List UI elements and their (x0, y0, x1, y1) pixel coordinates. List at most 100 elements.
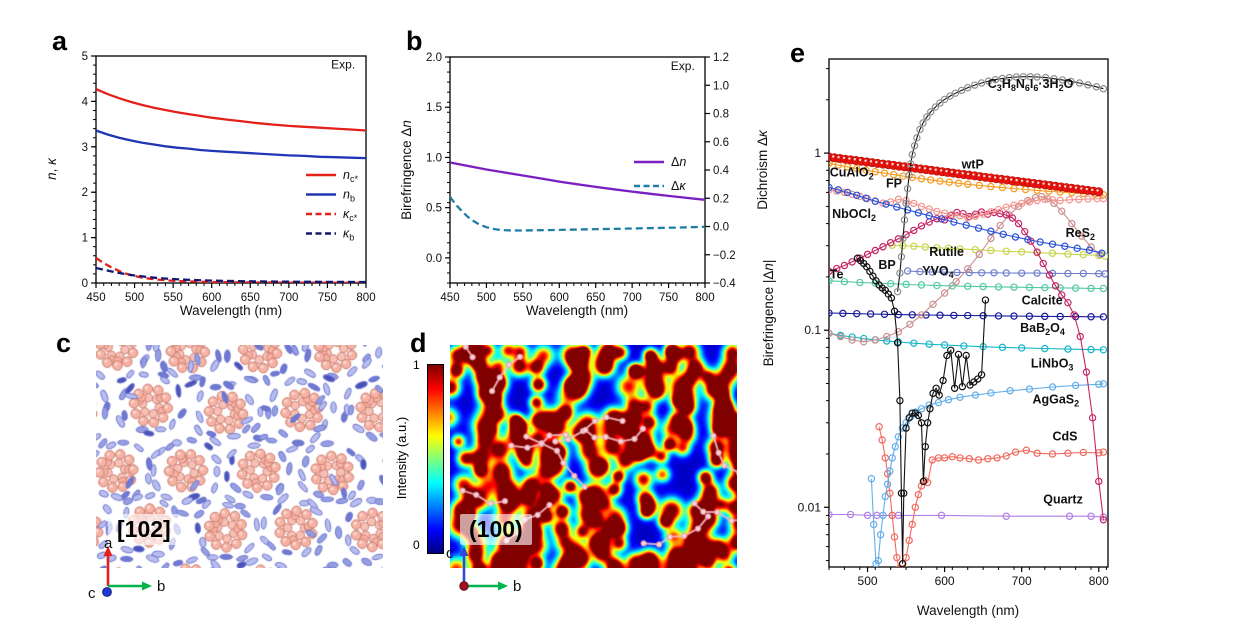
right-tick-label: 1.0 (713, 80, 729, 92)
b-axis-label: b (513, 578, 521, 595)
axis-triad-c: a b c (88, 535, 165, 602)
colorbar-max-label: 1 (413, 358, 420, 372)
x-tick-label: 800 (695, 292, 714, 304)
annotation: Exp. (331, 58, 355, 72)
legend-label: κb (343, 227, 354, 243)
panel-letter-b: b (406, 26, 423, 56)
x-tick-label: 650 (586, 292, 605, 304)
series-k_c* (96, 257, 366, 283)
y-axis-label: n, κ (44, 157, 59, 180)
x-tick-label: 750 (318, 292, 337, 304)
c-axis-label: c (446, 545, 454, 562)
series-label: wtP (961, 157, 984, 171)
series-label: LiNbO3 (1031, 357, 1074, 373)
series-k_b (96, 266, 366, 283)
series-label: FP (886, 177, 902, 191)
colorbar-axis-label: Intensity (a.u.) (394, 416, 409, 500)
y-tick-label: 1.5 (426, 102, 442, 114)
y-axis-label: Birefringence |Δn| (761, 260, 776, 367)
y-tick-label: 1 (814, 146, 821, 160)
series-NbOCl2 (829, 183, 1106, 257)
y-tick-label: 1.0 (426, 152, 442, 164)
c-axis-label: c (88, 585, 96, 602)
series-label: Quartz (1043, 493, 1083, 507)
y-tick-label: 0.1 (804, 323, 821, 337)
intensity-plane-tag: (100) (460, 514, 532, 545)
y-tick-label: 0.5 (426, 203, 442, 215)
series-label: CdS (1053, 430, 1078, 444)
series-Quartz (829, 510, 1108, 521)
axis-triad-d: c b (446, 545, 521, 595)
x-axis-label: Wavelength (nm) (526, 303, 628, 318)
series-wtP (829, 152, 1104, 197)
colorbar-min-label: 0 (413, 538, 420, 552)
legend-label: Δκ (671, 179, 686, 193)
c-axis-dot (102, 587, 112, 597)
x-tick-label: 700 (1012, 574, 1032, 588)
series-n_b (96, 129, 366, 160)
series-n_c* (96, 88, 366, 132)
x-tick-label: 600 (550, 292, 569, 304)
y-tick-label: 3 (82, 142, 88, 154)
right-tick-label: 0.0 (713, 222, 729, 234)
y-tick-label: 4 (82, 96, 89, 108)
right-tick-label: −0.2 (713, 250, 736, 262)
b-axis-label: b (157, 578, 165, 595)
y-tick-label: 0.01 (798, 500, 822, 514)
y-tick-label: 2 (82, 187, 88, 199)
series-label: BaB2O4 (1020, 321, 1065, 337)
series-CdS (875, 423, 1108, 567)
panel-letter-c: c (56, 328, 72, 358)
right-tick-label: 0.2 (713, 193, 729, 205)
series-label: NbOCl2 (832, 207, 876, 223)
series-YVO4 (903, 267, 1108, 278)
axes: 500 600 700 800 1 0.1 0.01 (798, 58, 1109, 588)
series-ReS2 (829, 192, 1104, 346)
x-tick-label: 600 (202, 292, 221, 304)
birefringence-dichroism-chart: 450 500 550 600 650 700 750 800 0.0 0.5 1.0 1.5 2.0 −… (399, 52, 770, 318)
panel-letter-e: e (790, 38, 806, 68)
axes: 450 500 550 600 650 700 750 800 0 1 2 3 4 5 (82, 51, 376, 304)
y-tick-label: 2.0 (426, 52, 442, 64)
x-tick-label: 550 (164, 292, 183, 304)
right-tick-label: 0.8 (713, 109, 729, 121)
series-AgGaS2 (867, 380, 1108, 567)
right-tick-label: 0.4 (713, 165, 730, 177)
legend-label: Δn (671, 155, 686, 169)
panel-letter-a: a (52, 26, 68, 56)
x-tick-label: 650 (241, 292, 260, 304)
intensity-colorbar (427, 364, 444, 554)
series-label: Calcite (1022, 293, 1063, 307)
series-label: Rutile (929, 245, 964, 259)
series-label: Te (830, 267, 844, 281)
a-axis-label: a (104, 535, 113, 552)
axes: 450 500 550 600 650 700 750 800 0.0 0.5 1.0 1.5 2.0 −… (426, 52, 736, 304)
y-tick-label: 0 (82, 278, 88, 290)
y-tick-label: 1 (82, 233, 88, 245)
right-tick-label: −0.4 (713, 278, 736, 290)
series-C3H8N6I6-3H2O (893, 73, 1108, 296)
refractive-index-chart: 450 500 550 600 650 700 750 800 0 1 2 3 4 5 Wavelength… (44, 51, 376, 318)
a-axis-dot (459, 581, 469, 591)
x-tick-label: 450 (440, 292, 459, 304)
x-tick-label: 750 (659, 292, 678, 304)
series-label: CuAlO2 (830, 165, 874, 181)
x-tick-label: 800 (356, 292, 375, 304)
x-tick-label: 600 (935, 574, 955, 588)
series-Te (829, 208, 1108, 524)
panel-letter-d: d (410, 328, 427, 358)
x-axis-label: Wavelength (nm) (917, 603, 1019, 618)
birefringence-comparison-chart: 500 600 700 800 1 0.1 0.01 Wavelength (nm) Biref… (761, 58, 1109, 618)
x-tick-label: 700 (623, 292, 642, 304)
y-tick-label: 5 (82, 51, 88, 63)
series-CuAlO2 (829, 159, 1108, 199)
series-label: BP (878, 258, 895, 272)
legend-label: κc* (343, 207, 358, 223)
x-tick-label: 450 (86, 292, 105, 304)
right-axis-label: Dichroism Δκ (755, 129, 770, 210)
crystal-orientation-tag: [102] (108, 514, 180, 545)
series-dn (450, 161, 705, 201)
series-label: C3H8N6I6·3H2O (988, 77, 1074, 93)
x-tick-label: 500 (477, 292, 496, 304)
legend-label: nc* (343, 168, 358, 184)
